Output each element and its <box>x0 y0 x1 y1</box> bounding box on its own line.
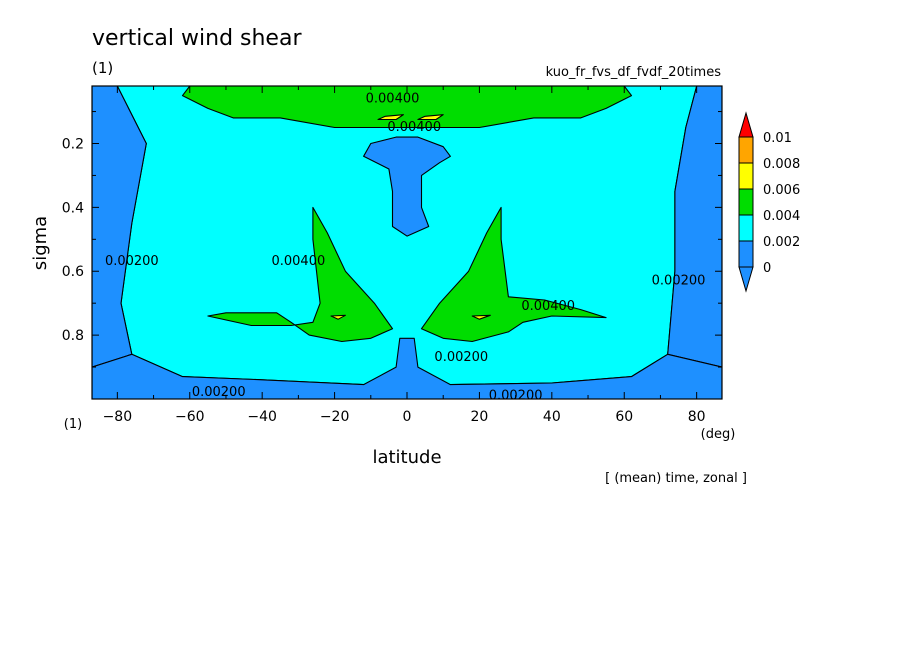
y-tick-label-0.2: 0.2 <box>62 136 84 152</box>
y-tick-label-0.6: 0.6 <box>62 264 84 280</box>
contour-region-8 <box>363 136 451 237</box>
contour-label-4: 0.00200 <box>105 254 159 269</box>
colorbar-swatch-0 <box>738 136 754 164</box>
colorbar-swatch-4 <box>738 240 754 268</box>
y-axis-label: sigma <box>30 216 51 270</box>
colorbar-label-5: 0.01 <box>763 131 792 146</box>
contour-label-2: 0.00400 <box>271 254 325 269</box>
contour-label-3: 0.00400 <box>521 299 575 314</box>
colorbar-min-arrow <box>738 266 754 293</box>
chart-title: vertical wind shear <box>92 26 302 51</box>
contour-label-1: 0.00400 <box>387 120 441 135</box>
contour-label-0: 0.00400 <box>366 91 420 106</box>
colorbar-swatch-1 <box>738 162 754 190</box>
x-tick-label-40: 40 <box>543 409 561 425</box>
colorbar-label-1: 0.002 <box>763 235 800 250</box>
contour-region-5 <box>420 206 607 343</box>
plot-area <box>92 86 722 399</box>
x-tick-label-60: 60 <box>615 409 633 425</box>
footer-note: [ (mean) time, zonal ] <box>605 471 747 486</box>
contour-label-5: 0.00200 <box>652 273 706 288</box>
contour-label-6: 0.00200 <box>434 350 488 365</box>
contour-region-7 <box>471 314 491 320</box>
y-tick-label-0.4: 0.4 <box>62 200 84 216</box>
contour-region-2 <box>377 114 404 121</box>
y-axis: 0.2 0.4 0.6 0.8 <box>62 111 722 368</box>
x-axis-label: latitude <box>372 447 441 468</box>
colorbar-label-0: 0 <box>763 261 771 276</box>
colorbar-label-4: 0.008 <box>763 157 800 172</box>
colorbar-label-2: 0.004 <box>763 209 800 224</box>
x-tick-label-80: 80 <box>688 409 706 425</box>
chart-subtitle-right: kuo_fr_fvs_df_fvdf_20times <box>546 65 722 80</box>
x-axis-unit: (deg) <box>701 427 736 442</box>
x-tick-label-0: 0 <box>403 409 412 425</box>
colorbar: 0 0.002 0.004 0.006 0.008 0.01 <box>738 111 800 293</box>
colorbar-label-3: 0.006 <box>763 183 800 198</box>
y-axis-unit: (1) <box>64 417 82 432</box>
contour-region-11 <box>92 337 722 399</box>
contour-label-7: 0.00200 <box>192 385 246 400</box>
colorbar-swatch-3 <box>738 214 754 242</box>
chart-subtitle-left: (1) <box>92 59 113 77</box>
x-tick-label--40: −40 <box>247 409 277 425</box>
contour-regions <box>92 86 722 399</box>
y-tick-label-0.8: 0.8 <box>62 328 84 344</box>
x-tick-label--80: −80 <box>103 409 133 425</box>
contour-region-3 <box>417 114 444 121</box>
contour-region-1 <box>181 86 633 129</box>
contour-labels: 0.00400 0.00400 0.00400 0.00400 0.00200 0.002… <box>105 91 705 403</box>
contour-region-4 <box>207 206 394 343</box>
x-tick-label--60: −60 <box>175 409 205 425</box>
contour-region-6 <box>330 314 346 320</box>
colorbar-swatch-2 <box>738 188 754 216</box>
x-axis: −80 −60 −40 −20 0 20 40 60 80 <box>103 86 706 425</box>
x-tick-label--20: −20 <box>320 409 350 425</box>
x-tick-label-20: 20 <box>470 409 488 425</box>
